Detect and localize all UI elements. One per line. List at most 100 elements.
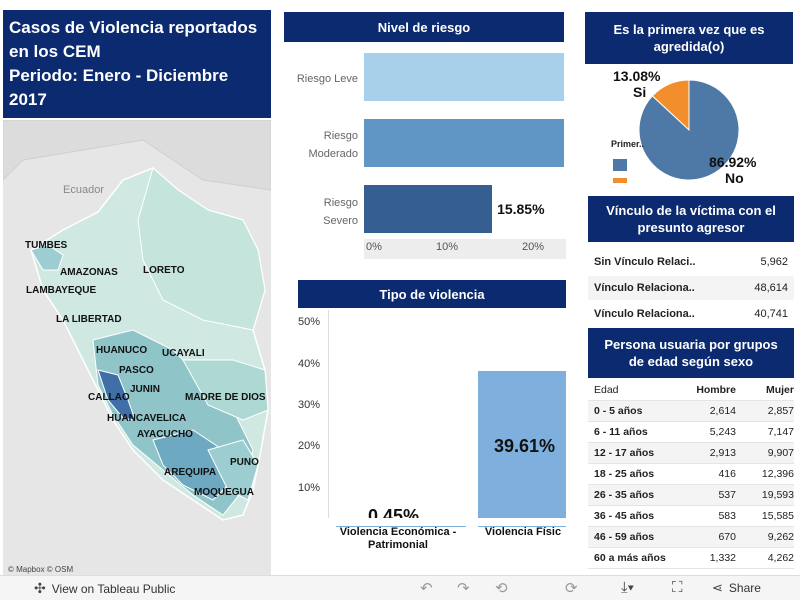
legend-swatch-no[interactable] <box>613 159 627 171</box>
header-line: Es la primera vez que es <box>613 22 765 37</box>
table-row[interactable]: 36 - 45 años 583 15,585 <box>588 506 794 527</box>
header-line: Vínculo de la víctima con el <box>606 203 776 218</box>
y-tick: 10% <box>298 482 321 494</box>
y-tick: 30% <box>298 399 321 411</box>
pie-category: No <box>725 170 744 186</box>
revert-icon[interactable]: ⟲ <box>495 580 508 597</box>
region-label: PASCO <box>119 365 154 376</box>
first-time-header: Es la primera vez que es agredida(o) <box>585 12 793 64</box>
mujer-cell: 9,907 <box>767 447 794 459</box>
table-row[interactable]: 60 a más años 1,332 4,262 <box>588 548 794 569</box>
column-header[interactable]: Mujer <box>765 384 794 396</box>
table-row[interactable]: 26 - 35 años 537 19,593 <box>588 485 794 506</box>
share-label: Share <box>728 581 761 595</box>
risk-tick: 10% <box>436 241 459 253</box>
region-label: MOQUEGUA <box>194 487 254 498</box>
column-header[interactable]: Edad <box>594 384 619 396</box>
risk-label-line: Riesgo Leve <box>296 73 358 85</box>
undo-icon[interactable]: ↶ <box>420 580 433 597</box>
risk-tick: 20% <box>522 241 545 253</box>
mujer-cell: 4,262 <box>767 552 794 564</box>
vinculo-label: Vínculo Relaciona.. <box>594 308 695 320</box>
risk-label-line: Severo <box>323 215 358 227</box>
view-on-tableau-link[interactable]: ✣ View on Tableau Public <box>34 580 175 597</box>
region-label: UCAYALI <box>162 348 205 359</box>
axis-mask <box>328 518 570 526</box>
risk-label-line: Riesgo <box>323 130 358 142</box>
hombre-cell: 537 <box>718 489 736 501</box>
bar-value-label: 39.61% <box>494 436 556 456</box>
table-row[interactable]: 0 - 5 años 2,614 2,857 <box>588 401 794 422</box>
map-credit[interactable]: © Mapbox © OSM <box>8 565 74 574</box>
legend-swatch-si[interactable] <box>613 178 627 183</box>
bar-violencia-fisica[interactable] <box>478 370 566 527</box>
mujer-cell: 15,585 <box>761 510 794 522</box>
lima-region <box>97 369 136 421</box>
y-axis-line <box>328 310 329 522</box>
age-cell: 18 - 25 años <box>594 468 655 480</box>
vinculo-row[interactable]: Sin Vínculo Relaci.. 5,962 <box>588 250 794 274</box>
redo-icon[interactable]: ↷ <box>457 580 470 597</box>
vinculo-label: Vínculo Relaciona.. <box>594 282 695 294</box>
dashboard-title: Casos de Violencia reportados en los CEM… <box>3 10 271 118</box>
vinculo-row[interactable]: Vínculo Relaciona.. 40,741 <box>588 302 794 326</box>
risk-bar-leve[interactable] <box>364 53 564 101</box>
risk-tick: 0% <box>366 241 382 253</box>
age-cell: 12 - 17 años <box>594 447 655 459</box>
table-row[interactable]: 12 - 17 años 2,913 9,907 <box>588 443 794 464</box>
title-line: en los CEM <box>9 42 101 61</box>
risk-bar-severo[interactable] <box>364 185 493 233</box>
table-row[interactable]: 18 - 25 años 416 12,396 <box>588 464 794 485</box>
risk-level-chart[interactable]: Riesgo Leve Riesgo Moderado Riesgo Sever… <box>284 44 566 264</box>
region-label: HUANUCO <box>96 345 148 356</box>
mujer-cell: 12,396 <box>761 468 794 480</box>
hombre-cell: 2,614 <box>709 405 736 417</box>
header-line: agredida(o) <box>653 39 725 54</box>
tableau-icon: ✣ <box>34 580 46 596</box>
pie-value: 86.92% <box>709 154 757 170</box>
category-line: Violencia Económica - <box>339 526 457 538</box>
risk-label-line: Riesgo <box>323 197 358 209</box>
back-icon[interactable]: ⟳ <box>565 580 578 597</box>
header-line: Persona usuaria por grupos <box>604 337 778 352</box>
vinculo-header: Vínculo de la víctima con el presunto ag… <box>588 196 794 242</box>
hombre-cell: 1,332 <box>709 552 736 564</box>
age-cell: 36 - 45 años <box>594 510 655 522</box>
age-cell: 46 - 59 años <box>594 531 655 543</box>
table-header-row: Edad Hombre Mujer <box>588 380 794 401</box>
age-cell: 6 - 11 años <box>594 426 648 438</box>
share-button[interactable]: ⋖ Share <box>712 580 761 596</box>
region-label: JUNIN <box>130 384 161 395</box>
region-label: MADRE DE DIOS <box>185 392 266 403</box>
bar-violencia-economica[interactable] <box>336 525 466 527</box>
region-label: AYACUCHO <box>137 429 193 440</box>
country-label-ecuador: Ecuador <box>63 184 104 196</box>
pie-slice-no[interactable] <box>638 79 740 181</box>
column-header[interactable]: Hombre <box>696 384 736 396</box>
y-tick: 20% <box>298 440 321 452</box>
vinculo-value: 48,614 <box>754 282 788 294</box>
pie-label-si: 13.08% Si <box>613 68 660 100</box>
age-group-header: Persona usuaria por grupos de edad según… <box>588 328 794 378</box>
table-row[interactable]: 6 - 11 años 5,243 7,147 <box>588 422 794 443</box>
table-row[interactable]: 46 - 59 años 670 9,262 <box>588 527 794 548</box>
fullscreen-icon[interactable]: ⛶ <box>672 579 683 596</box>
pie-category: Si <box>633 84 647 100</box>
region-label: CALLAO <box>88 392 130 403</box>
first-time-pie-chart[interactable]: 13.08% Si 86.92% No Primer.. <box>585 64 797 194</box>
peru-region-map[interactable]: Ecuador TUMBES AMAZONAS LORETO LAMBAYEQU… <box>3 120 271 575</box>
risk-category-label: Riesgo Moderado <box>284 127 358 163</box>
risk-bar-moderado[interactable] <box>364 119 564 167</box>
download-icon[interactable]: ⤓▾ <box>621 579 634 596</box>
violence-type-chart[interactable]: 50% 40% 30% 20% 10% 0.45% 39.61% Violenc… <box>292 310 570 575</box>
hombre-cell: 416 <box>718 468 736 480</box>
mujer-cell: 2,857 <box>767 405 794 417</box>
age-group-table: Edad Hombre Mujer 0 - 5 años 2,614 2,857 6… <box>588 380 794 569</box>
header-line: de edad según sexo <box>628 354 754 369</box>
hombre-cell: 670 <box>718 531 736 543</box>
region-label: TUMBES <box>25 240 68 251</box>
pie-label-no: 86.92% No <box>709 154 756 186</box>
title-line: Casos de Violencia reportados <box>9 18 258 37</box>
hombre-cell: 583 <box>718 510 736 522</box>
vinculo-row[interactable]: Vínculo Relaciona.. 48,614 <box>588 276 794 300</box>
